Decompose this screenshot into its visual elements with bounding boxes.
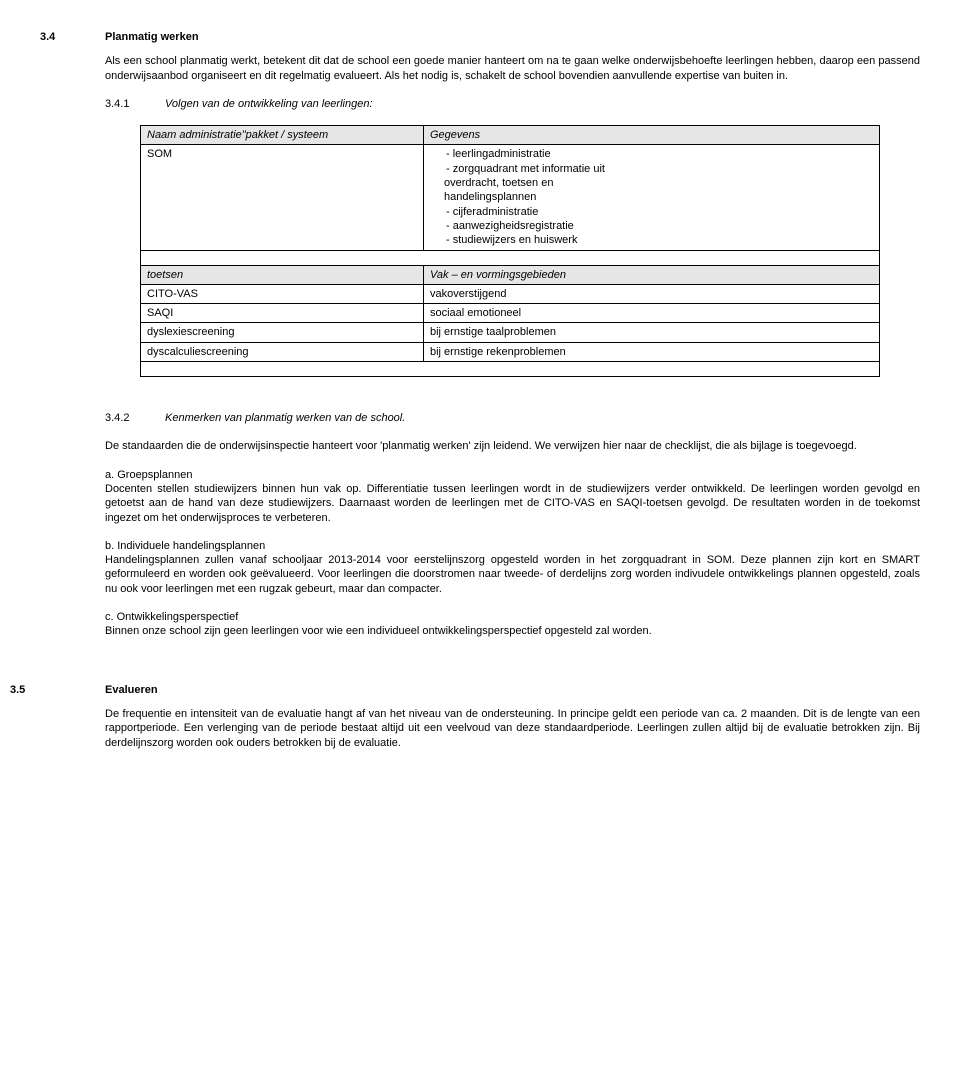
subsection-title: Kenmerken van planmatig werken van de sc…: [165, 411, 405, 425]
list-item-sub: overdracht, toetsen en: [430, 176, 873, 190]
section-3-5-body: De frequentie en intensiteit van de eval…: [105, 707, 920, 750]
list-item: cijferadministratie: [446, 205, 873, 219]
item-c-body: Binnen onze school zijn geen leerlingen …: [105, 624, 920, 638]
section-number: 3.4: [40, 30, 105, 44]
table-row-empty: [141, 250, 880, 265]
table-header: Vak – en vormingsgebieden: [424, 265, 880, 284]
table-cell: dyslexiescreening: [141, 323, 424, 342]
item-b-body: Handelingsplannen zullen vanaf schooljaa…: [105, 553, 920, 596]
table-cell: vakoverstijgend: [424, 284, 880, 303]
item-b-title: b. Individuele handelingsplannen: [105, 539, 920, 553]
table-row: SAQI sociaal emotioneel: [141, 304, 880, 323]
table-header: Naam administratie"pakket / systeem: [141, 126, 424, 145]
list-item-sub: handelingsplannen: [430, 190, 873, 204]
table-row-empty: [141, 362, 880, 377]
table-header: Gegevens: [424, 126, 880, 145]
table-cell: SOM: [141, 145, 424, 250]
admin-packages-table: Naam administratie"pakket / systeem Gege…: [140, 125, 880, 377]
section-number: 3.5: [10, 683, 105, 697]
item-a: a. Groepsplannen Docenten stellen studie…: [105, 468, 920, 525]
item-c: c. Ontwikkelingsperspectief Binnen onze …: [105, 610, 920, 639]
table-cell: [141, 250, 880, 265]
list-item: aanwezigheidsregistratie: [446, 219, 873, 233]
subsection-number: 3.4.1: [105, 97, 165, 111]
section-title: Planmatig werken: [105, 30, 199, 44]
subsection-number: 3.4.2: [105, 411, 165, 425]
table-row: dyscalculiescreening bij ernstige rekenp…: [141, 342, 880, 361]
section-3-5-heading: 3.5 Evalueren: [10, 683, 920, 697]
table-row: CITO-VAS vakoverstijgend: [141, 284, 880, 303]
table-cell: bij ernstige rekenproblemen: [424, 342, 880, 361]
table-cell: SAQI: [141, 304, 424, 323]
table-cell: leerlingadministratie zorgquadrant met i…: [424, 145, 880, 250]
table-cell: CITO-VAS: [141, 284, 424, 303]
table-cell: [141, 362, 880, 377]
item-a-body: Docenten stellen studiewijzers binnen hu…: [105, 482, 920, 525]
section-3-4-body: Als een school planmatig werkt, betekent…: [105, 54, 920, 83]
section-3-4-2-heading: 3.4.2 Kenmerken van planmatig werken van…: [105, 411, 920, 425]
item-b: b. Individuele handelingsplannen Handeli…: [105, 539, 920, 596]
subsection-title: Volgen van de ontwikkeling van leerlinge…: [165, 97, 373, 111]
item-a-title: a. Groepsplannen: [105, 468, 920, 482]
section-title: Evalueren: [105, 683, 158, 697]
table-header: toetsen: [141, 265, 424, 284]
list-item: leerlingadministratie: [446, 147, 873, 161]
section-3-4-2-intro: De standaarden die de onderwijsinspectie…: [105, 439, 920, 453]
table-cell: sociaal emotioneel: [424, 304, 880, 323]
list-item: studiewijzers en huiswerk: [446, 233, 873, 247]
table-cell: bij ernstige taalproblemen: [424, 323, 880, 342]
table-row: SOM leerlingadministratie zorgquadrant m…: [141, 145, 880, 250]
table-row: dyslexiescreening bij ernstige taalprobl…: [141, 323, 880, 342]
table-cell: dyscalculiescreening: [141, 342, 424, 361]
section-3-4-1-heading: 3.4.1 Volgen van de ontwikkeling van lee…: [105, 97, 920, 111]
list-item: zorgquadrant met informatie uit: [446, 162, 873, 176]
section-3-4-heading: 3.4 Planmatig werken: [40, 30, 920, 44]
item-c-title: c. Ontwikkelingsperspectief: [105, 610, 920, 624]
